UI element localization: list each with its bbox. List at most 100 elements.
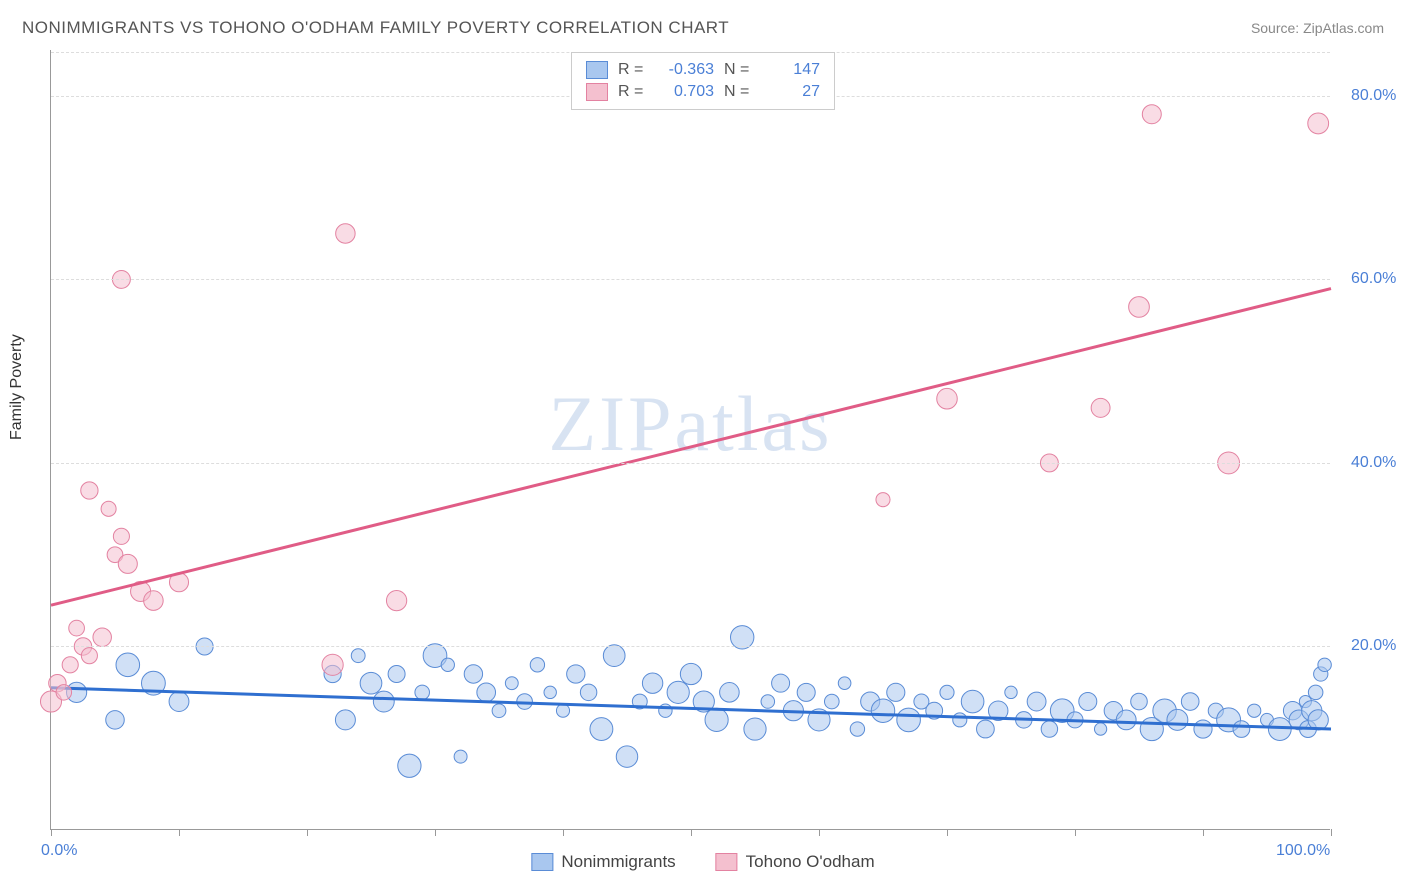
stat-r-label: R = xyxy=(618,83,648,101)
scatter-point xyxy=(838,677,851,690)
chart-title: NONIMMIGRANTS VS TOHONO O'ODHAM FAMILY P… xyxy=(22,18,729,38)
scatter-point xyxy=(118,554,137,573)
scatter-point xyxy=(336,224,355,243)
stat-legend-row: R =-0.363N =147 xyxy=(586,59,820,81)
scatter-point xyxy=(1194,720,1212,738)
scatter-point xyxy=(1248,704,1261,717)
scatter-point xyxy=(116,653,140,677)
scatter-point xyxy=(761,695,775,709)
scatter-point xyxy=(887,683,905,701)
gridline xyxy=(51,279,1330,280)
gridline xyxy=(51,463,1330,464)
scatter-point xyxy=(1142,105,1161,124)
x-tick xyxy=(1075,829,1076,836)
scatter-point xyxy=(705,708,728,731)
scatter-point xyxy=(667,681,689,703)
y-axis-label: Family Poverty xyxy=(8,334,26,440)
scatter-point xyxy=(1308,685,1323,700)
scatter-point xyxy=(464,665,482,683)
scatter-point xyxy=(953,713,967,727)
x-tick xyxy=(51,829,52,836)
plot-area: ZIPatlas 20.0%40.0%60.0%80.0%0.0%100.0% xyxy=(50,50,1330,830)
scatter-point xyxy=(530,658,544,672)
scatter-point xyxy=(81,648,97,664)
legend-swatch xyxy=(531,853,553,871)
trend-line xyxy=(51,289,1331,606)
scatter-point xyxy=(169,692,189,712)
x-tick xyxy=(307,829,308,836)
stat-r-value: 0.703 xyxy=(658,83,714,101)
bottom-legend-item: Tohono O'odham xyxy=(716,852,875,872)
gridline xyxy=(51,646,1330,647)
y-tick-label: 40.0% xyxy=(1351,454,1396,472)
scatter-point xyxy=(744,718,766,740)
stat-r-value: -0.363 xyxy=(658,61,714,79)
scatter-point xyxy=(1091,398,1110,417)
scatter-point xyxy=(62,657,78,673)
scatter-point xyxy=(1116,710,1136,730)
scatter-point xyxy=(415,685,430,700)
scatter-point xyxy=(1167,709,1188,730)
chart-container: NONIMMIGRANTS VS TOHONO O'ODHAM FAMILY P… xyxy=(0,0,1406,892)
legend-label: Tohono O'odham xyxy=(746,852,875,872)
y-tick-label: 80.0% xyxy=(1351,87,1396,105)
scatter-point xyxy=(772,674,790,692)
y-tick-label: 60.0% xyxy=(1351,270,1396,288)
scatter-point xyxy=(940,685,954,699)
scatter-point xyxy=(386,590,406,610)
scatter-point xyxy=(1181,693,1199,711)
scatter-point xyxy=(373,691,394,712)
scatter-point xyxy=(580,684,596,700)
x-tick-label: 100.0% xyxy=(1276,842,1330,860)
scatter-point xyxy=(1318,658,1331,671)
scatter-point xyxy=(106,711,125,730)
stat-n-label: N = xyxy=(724,61,754,79)
stat-n-label: N = xyxy=(724,83,754,101)
plot-svg xyxy=(51,50,1330,829)
source-attribution: Source: ZipAtlas.com xyxy=(1251,20,1384,36)
scatter-point xyxy=(897,708,921,732)
scatter-point xyxy=(876,493,890,507)
legend-label: Nonimmigrants xyxy=(561,852,675,872)
x-tick xyxy=(947,829,948,836)
scatter-point xyxy=(1233,721,1250,738)
scatter-point xyxy=(454,750,467,763)
legend-swatch xyxy=(716,853,738,871)
bottom-legend: Nonimmigrants Tohono O'odham xyxy=(531,852,874,872)
scatter-point xyxy=(977,720,995,738)
bottom-legend-item: Nonimmigrants xyxy=(531,852,675,872)
scatter-point xyxy=(101,501,116,516)
y-tick-label: 20.0% xyxy=(1351,637,1396,655)
scatter-point xyxy=(360,672,382,694)
scatter-point xyxy=(797,683,815,701)
scatter-point xyxy=(322,654,343,675)
scatter-point xyxy=(441,658,454,671)
x-tick xyxy=(1331,829,1332,836)
scatter-point xyxy=(616,746,637,767)
scatter-point xyxy=(642,673,662,693)
x-tick xyxy=(179,829,180,836)
scatter-point xyxy=(1079,693,1097,711)
scatter-point xyxy=(556,704,569,717)
scatter-point xyxy=(56,685,71,700)
x-tick xyxy=(563,829,564,836)
stat-n-value: 27 xyxy=(764,83,820,101)
x-tick xyxy=(691,829,692,836)
scatter-point xyxy=(871,699,895,723)
scatter-point xyxy=(590,718,613,741)
scatter-point xyxy=(850,722,864,736)
scatter-point xyxy=(351,649,365,663)
scatter-point xyxy=(505,677,518,690)
scatter-point xyxy=(388,665,405,682)
scatter-point xyxy=(113,528,129,544)
x-tick xyxy=(819,829,820,836)
scatter-point xyxy=(93,628,111,646)
scatter-point xyxy=(961,690,984,713)
scatter-point xyxy=(335,710,355,730)
legend-swatch xyxy=(586,61,608,79)
scatter-point xyxy=(1041,721,1057,737)
scatter-point xyxy=(492,704,506,718)
stat-n-value: 147 xyxy=(764,61,820,79)
stat-legend-row: R = 0.703 N = 27 xyxy=(586,81,820,103)
scatter-point xyxy=(603,645,625,667)
